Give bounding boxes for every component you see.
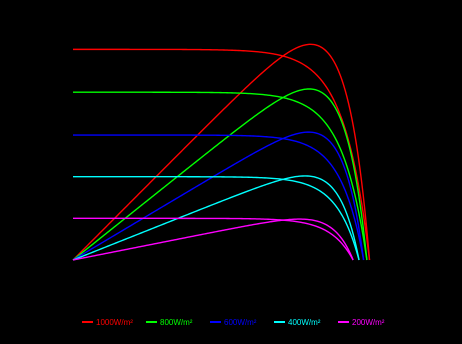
legend-label: 200W/m² bbox=[352, 318, 385, 327]
legend-label: 400W/m² bbox=[288, 318, 321, 327]
iv-curve-3 bbox=[73, 175, 360, 261]
iv-curve-0 bbox=[73, 48, 371, 261]
x-tick-label: 10 bbox=[134, 268, 144, 278]
x-tick-label: 30 bbox=[265, 268, 275, 278]
y-left-tick-label: 7 bbox=[59, 88, 64, 98]
pv-curve-0 bbox=[72, 43, 371, 261]
y-left-tick-label: 4 bbox=[59, 160, 64, 170]
y-left-tick-label: 2 bbox=[59, 207, 64, 217]
x-tick-label: 50 bbox=[396, 268, 406, 278]
y-left-tick-label: 6 bbox=[59, 112, 64, 122]
x-axis-label: Voltage(V) bbox=[211, 287, 262, 299]
x-tick-label: 25 bbox=[232, 268, 242, 278]
x-tick-label: 35 bbox=[298, 268, 308, 278]
axis-ticks: 0 5 10 15 20 25 30 35 40 45 5001234567891004080120… bbox=[54, 17, 423, 278]
y-left-tick-label: 3 bbox=[59, 184, 64, 194]
y-left-tick-label: 1 bbox=[59, 231, 64, 241]
legend-label: 600W/m² bbox=[224, 318, 257, 327]
x-tick-label: 5 bbox=[103, 268, 108, 278]
pv-curve-4 bbox=[72, 218, 354, 261]
y-right-tick-label: 80 bbox=[408, 196, 418, 206]
y-right-tick-label: 160 bbox=[408, 136, 423, 146]
legend-label: 800W/m² bbox=[160, 318, 193, 327]
x-tick-label: 45 bbox=[363, 268, 373, 278]
y-left-tick-label: 9 bbox=[59, 41, 64, 51]
iv-curve-1 bbox=[73, 91, 368, 261]
plot-frame bbox=[72, 21, 402, 261]
y-right-tick-label: 320 bbox=[408, 17, 423, 27]
y-right-tick-label: 0 bbox=[408, 255, 413, 265]
y-left-tick-label: 0 bbox=[59, 255, 64, 265]
iv-curve-2 bbox=[73, 134, 365, 261]
series-curves bbox=[72, 43, 371, 261]
y-left-tick-label: 8 bbox=[59, 65, 64, 75]
y-right-tick-label: 280 bbox=[408, 47, 423, 57]
y-left-tick-label: 10 bbox=[54, 17, 64, 27]
x-tick-label: 40 bbox=[330, 268, 340, 278]
y-right-tick-label: 240 bbox=[408, 77, 423, 87]
iv-curve-4 bbox=[73, 217, 354, 261]
x-tick-label: 20 bbox=[199, 268, 209, 278]
y-axis-right-label: Power(W) bbox=[435, 117, 447, 166]
y-right-tick-label: 200 bbox=[408, 106, 423, 116]
y-right-tick-label: 120 bbox=[408, 166, 423, 176]
y-right-tick-label: 40 bbox=[408, 225, 418, 235]
legend: 1000W/m² 800W/m² 600W/m² 400W/m² 200W/m² bbox=[82, 318, 385, 327]
pv-curve-3 bbox=[72, 175, 360, 261]
x-tick-label: 15 bbox=[166, 268, 176, 278]
x-tick-label: 0 bbox=[70, 268, 75, 278]
pv-curve-1 bbox=[72, 88, 368, 261]
y-axis-left-label: Current(A) bbox=[33, 115, 45, 166]
y-left-tick-label: 5 bbox=[59, 136, 64, 146]
pv-curve-2 bbox=[72, 131, 365, 261]
legend-label: 1000W/m² bbox=[96, 318, 133, 327]
